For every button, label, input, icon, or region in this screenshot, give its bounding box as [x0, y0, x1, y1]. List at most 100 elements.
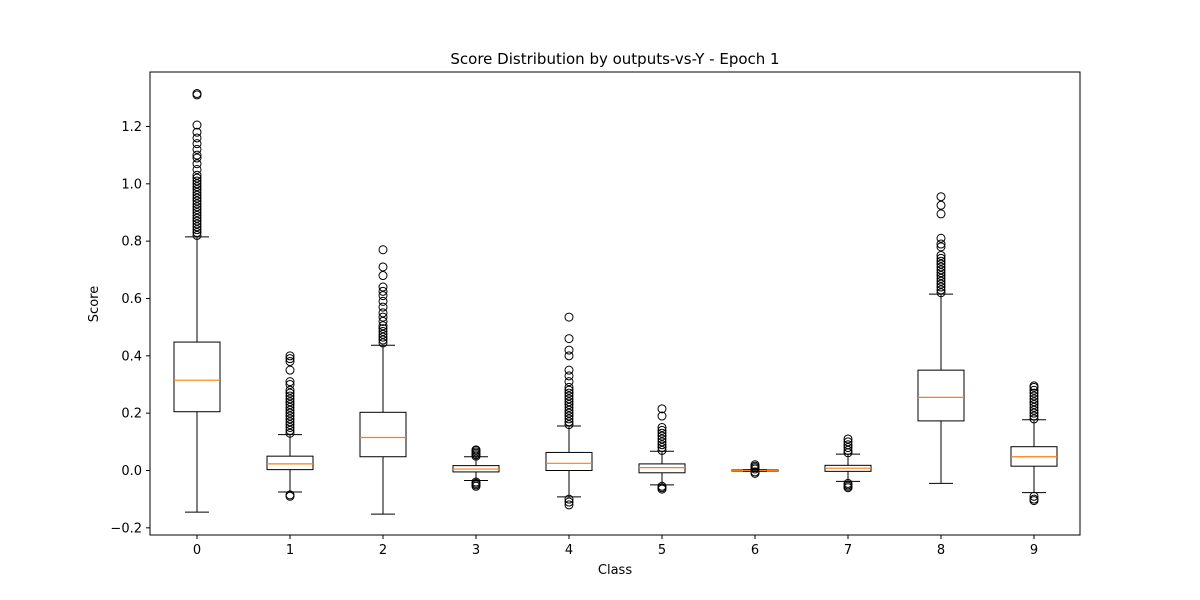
outlier-point — [285, 351, 295, 361]
outlier-point — [657, 404, 667, 414]
outlier-point — [843, 434, 853, 444]
outlier-point — [285, 394, 295, 404]
outlier-point — [1029, 496, 1039, 506]
outlier-point — [192, 182, 202, 192]
outlier-point — [378, 326, 388, 336]
x-tick-label: 7 — [844, 543, 852, 558]
outlier-point — [192, 225, 202, 235]
x-tick-label: 4 — [565, 543, 573, 558]
outlier-point — [192, 190, 202, 200]
outlier-point — [657, 434, 667, 444]
outlier-point — [378, 329, 388, 339]
outlier-point — [192, 170, 202, 180]
outlier-point — [285, 377, 295, 387]
outlier-point — [564, 385, 574, 395]
outlier-point — [471, 481, 481, 491]
outlier-point — [378, 245, 388, 255]
outlier-point — [936, 259, 946, 269]
outlier-point — [564, 397, 574, 407]
outlier-point — [936, 209, 946, 219]
outlier-point — [378, 332, 388, 342]
outlier-point — [657, 428, 667, 438]
outlier-point — [285, 365, 295, 375]
outlier-point — [564, 351, 574, 361]
x-tick-label: 5 — [658, 543, 666, 558]
outlier-point — [192, 176, 202, 186]
y-tick-label: 0.6 — [121, 292, 142, 307]
outlier-point — [564, 402, 574, 412]
outlier-point — [750, 468, 760, 478]
outlier-point — [192, 205, 202, 215]
x-tick-label: 0 — [193, 543, 201, 558]
outlier-point — [192, 196, 202, 206]
outlier-point — [936, 239, 946, 249]
outlier-point — [192, 179, 202, 189]
outlier-point — [285, 354, 295, 364]
outlier-point — [1029, 411, 1039, 421]
x-tick-label: 1 — [286, 543, 294, 558]
outlier-point — [471, 445, 481, 455]
outlier-point — [192, 173, 202, 183]
outlier-point — [378, 316, 388, 326]
outlier-point — [936, 256, 946, 266]
outlier-point — [564, 312, 574, 322]
outlier-point — [192, 199, 202, 209]
outlier-point — [192, 144, 202, 154]
outlier-point — [192, 89, 202, 99]
box-iqr — [266, 455, 314, 471]
y-tick-label: 0.8 — [121, 235, 142, 250]
outlier-point — [564, 334, 574, 344]
outlier-point — [936, 279, 946, 289]
outlier-point — [657, 425, 667, 435]
outlier-point — [378, 282, 388, 292]
outlier-point — [936, 276, 946, 286]
outlier-point — [285, 400, 295, 410]
x-tick-label: 9 — [1030, 543, 1038, 558]
outlier-point — [936, 268, 946, 278]
outlier-point — [285, 491, 295, 501]
chart-marks: −0.2 0.0 0.2 0.4 0.6 0.8 1.0 1.2 0 1 2 3 4 5 6 7 8 9 — [110, 89, 1058, 558]
outlier-point — [657, 443, 667, 453]
outlier-point — [285, 422, 295, 432]
outlier-point — [564, 405, 574, 415]
outlier-point — [657, 484, 667, 494]
outlier-point — [192, 222, 202, 232]
outlier-point — [192, 219, 202, 229]
outlier-point — [192, 216, 202, 226]
outlier-point — [192, 213, 202, 223]
outlier-point — [285, 357, 295, 367]
outlier-point — [285, 397, 295, 407]
outlier-point — [936, 285, 946, 295]
outlier-point — [285, 420, 295, 430]
outlier-point — [936, 253, 946, 263]
outlier-point — [378, 335, 388, 345]
outlier-point — [564, 388, 574, 398]
outlier-point — [192, 228, 202, 238]
outlier-point — [564, 408, 574, 418]
outlier-point — [936, 192, 946, 202]
outlier-point — [192, 187, 202, 197]
outlier-point — [192, 164, 202, 174]
outlier-point — [378, 312, 388, 322]
outlier-point — [1029, 402, 1039, 412]
outlier-point — [378, 338, 388, 348]
outlier-point — [657, 437, 667, 447]
outlier-point — [564, 497, 574, 507]
outlier-point — [378, 308, 388, 318]
box-iqr — [545, 451, 593, 471]
outlier-point — [1029, 388, 1039, 398]
outlier-point — [1029, 414, 1039, 424]
outlier-point — [657, 422, 667, 432]
y-tick-label: −0.2 — [110, 521, 142, 536]
outlier-point — [285, 385, 295, 395]
outlier-point — [285, 414, 295, 424]
outlier-point — [285, 425, 295, 435]
outlier-point — [192, 185, 202, 195]
y-tick-label: 1.0 — [121, 177, 142, 192]
outlier-point — [285, 428, 295, 438]
outlier-point — [378, 296, 388, 306]
outlier-point — [564, 400, 574, 410]
outlier-point — [285, 379, 295, 389]
outlier-point — [936, 265, 946, 275]
